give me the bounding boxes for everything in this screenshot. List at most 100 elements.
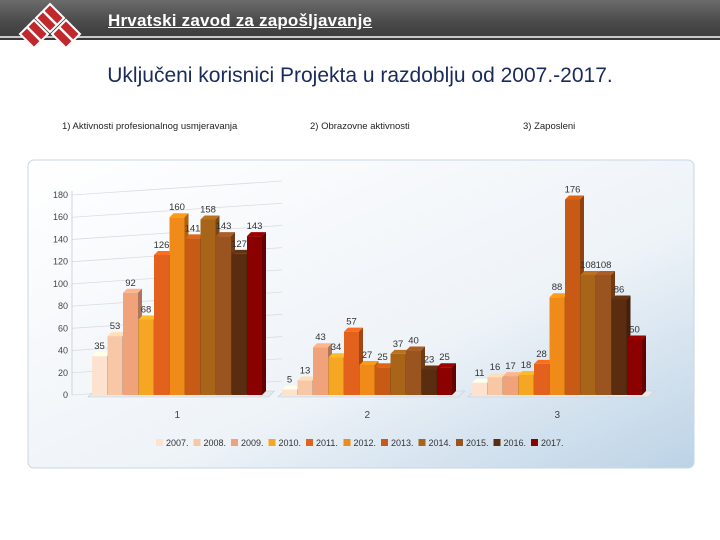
- data-label: 88: [552, 282, 563, 293]
- y-tick-label: 160: [53, 212, 68, 222]
- legend-label: 2012.: [354, 438, 377, 448]
- legend-swatch: [343, 439, 351, 446]
- legend-swatch: [231, 439, 238, 446]
- y-tick-label: 0: [63, 390, 68, 400]
- header-divider: [0, 36, 720, 38]
- bar-top: [231, 249, 251, 254]
- bar-side: [452, 363, 456, 395]
- data-label: 23: [424, 354, 435, 365]
- bar: [282, 389, 297, 395]
- legend-swatch: [156, 439, 163, 446]
- slide-title: Uključeni korisnici Projekta u razdoblju…: [107, 64, 613, 87]
- bar-top: [421, 365, 441, 370]
- legend-label: 2016.: [504, 438, 527, 448]
- bar-top: [406, 346, 425, 351]
- bar-top: [580, 271, 600, 275]
- data-label: 108: [580, 260, 596, 271]
- legend-swatch: [456, 439, 463, 446]
- gridline: [71, 180, 283, 196]
- bar-top: [596, 271, 615, 275]
- bar: [138, 319, 154, 395]
- bar: [596, 275, 611, 395]
- bar: [406, 350, 421, 395]
- gridline: [71, 202, 283, 218]
- bar-top: [518, 371, 538, 375]
- bar-top: [534, 359, 553, 364]
- header-banner: [0, 0, 720, 40]
- bar-top: [185, 234, 204, 239]
- bars: [92, 195, 646, 395]
- bar: [565, 199, 580, 395]
- bar-top: [313, 343, 332, 348]
- legend-swatch: [193, 439, 201, 446]
- bar: [390, 353, 406, 395]
- data-label: 16: [490, 362, 501, 373]
- bar-top: [487, 373, 507, 378]
- bar: [200, 219, 216, 395]
- data-labels: 3553926812616014115814312714351343345727…: [94, 184, 640, 385]
- bar: [297, 380, 313, 395]
- bar-top: [297, 376, 317, 381]
- legend: 2007. 2008. 2009. 2010. 2011. 2012. 2013. 2014.…: [156, 438, 564, 448]
- bar-top: [154, 251, 173, 255]
- bar: [437, 367, 452, 395]
- legend-swatch: [531, 439, 538, 446]
- bar: [487, 377, 503, 395]
- bar: [169, 217, 185, 395]
- data-label: 160: [169, 202, 185, 213]
- bar-top: [92, 352, 111, 357]
- bar: [611, 299, 627, 395]
- data-label: 127: [231, 239, 247, 250]
- bar-top: [344, 327, 363, 332]
- data-label: 25: [439, 352, 450, 363]
- bar: [216, 236, 231, 395]
- data-label: 92: [125, 278, 136, 289]
- bar-top: [282, 385, 301, 390]
- bar: [518, 375, 534, 395]
- legend-label: 2015.: [466, 438, 489, 448]
- bar: [313, 347, 328, 395]
- bar: [375, 367, 390, 395]
- legend-label: 2007.: [166, 438, 189, 448]
- data-label: 50: [629, 324, 640, 335]
- data-label: 27: [362, 350, 373, 361]
- bar-top: [328, 353, 348, 358]
- data-label: 35: [94, 341, 105, 352]
- bar: [472, 382, 487, 395]
- bar: [185, 238, 200, 395]
- legend-swatch: [493, 439, 501, 446]
- x-tick-label: 2: [364, 410, 370, 421]
- x-tick-label: 1: [174, 410, 180, 421]
- bar: [231, 253, 247, 395]
- y-tick-label: 180: [53, 190, 68, 200]
- bar: [247, 236, 262, 395]
- data-label: 43: [315, 332, 326, 343]
- bar-top: [359, 361, 379, 365]
- legend-swatch: [306, 439, 313, 446]
- legend-label: 2017.: [541, 438, 564, 448]
- data-label: 143: [216, 221, 232, 232]
- legend-label: 2010.: [279, 438, 302, 448]
- legend-label: 2013.: [391, 438, 414, 448]
- data-label: 13: [300, 366, 311, 377]
- legend-label: 2011.: [316, 438, 338, 448]
- data-label: 57: [346, 317, 357, 328]
- bar-top: [549, 293, 569, 298]
- y-tick-label: 120: [53, 257, 68, 267]
- data-label: 143: [247, 221, 263, 232]
- bar: [580, 275, 596, 395]
- bar: [549, 297, 565, 395]
- data-label: 34: [331, 342, 342, 353]
- data-label: 86: [614, 284, 625, 295]
- bar: [627, 339, 642, 395]
- data-label: 68: [141, 304, 152, 315]
- category-heading-2: 2) Obrazovne aktivnosti: [310, 121, 410, 132]
- bar-top: [247, 232, 266, 237]
- bar-top: [390, 349, 410, 354]
- data-label: 40: [408, 336, 419, 347]
- y-tick-label: 40: [58, 346, 68, 356]
- data-label: 17: [505, 361, 516, 372]
- data-label: 25: [377, 352, 388, 363]
- bar-top: [503, 372, 522, 377]
